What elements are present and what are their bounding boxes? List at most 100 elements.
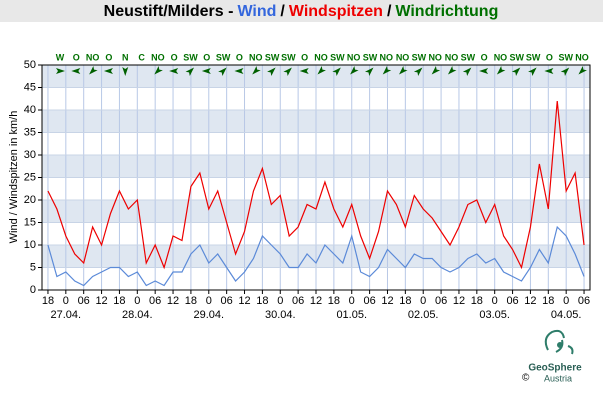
y-tick-label: 5: [30, 261, 36, 273]
direction-label: SW: [265, 52, 280, 62]
copyright: ©: [522, 373, 530, 384]
direction-arrow: [201, 68, 211, 74]
x-tick-label: 18: [113, 295, 125, 307]
direction-label: NO: [494, 52, 508, 62]
direction-arrow: [218, 67, 227, 76]
x-tick-label: 12: [238, 295, 250, 307]
y-tick-label: 45: [24, 81, 36, 93]
direction-arrow: [413, 67, 423, 76]
title-part: Windspitzen: [289, 3, 383, 20]
direction-label: NO: [151, 52, 165, 62]
direction-arrow: [528, 67, 537, 76]
direction-arrow: [560, 67, 570, 76]
direction-arrow: [544, 68, 554, 74]
logo: GeoSphere Austria ©: [522, 329, 582, 384]
x-tick-label: 0: [206, 295, 212, 307]
x-tick-label: 06: [221, 295, 233, 307]
date-label: 02.05.: [408, 309, 439, 321]
direction-arrow: [169, 68, 179, 74]
date-label: 27.04.: [51, 309, 82, 321]
logo-sub: Austria: [544, 373, 572, 383]
date-label: 03.05.: [479, 309, 510, 321]
direction-arrow: [350, 66, 359, 75]
direction-label: O: [203, 52, 210, 62]
title-part: Windrichtung: [395, 3, 498, 20]
x-tick-label: 0: [492, 295, 498, 307]
direction-label: O: [301, 52, 308, 62]
direction-label: NO: [428, 52, 442, 62]
x-tick-label: 0: [349, 295, 355, 307]
direction-label: SW: [510, 52, 525, 62]
date-label: 28.04.: [122, 309, 153, 321]
title-bar: [0, 0, 603, 22]
x-tick-label: 18: [471, 295, 483, 307]
x-tick-label: 06: [363, 295, 375, 307]
direction-arrow: [234, 68, 244, 74]
direction-arrow: [364, 67, 374, 76]
direction-label: O: [546, 52, 553, 62]
logo-icon: [544, 329, 574, 355]
x-tick-label: 0: [420, 295, 426, 307]
direction-label: N: [122, 52, 129, 62]
x-tick-label: 12: [95, 295, 107, 307]
x-tick-label: 18: [399, 295, 411, 307]
direction-label: NO: [249, 52, 263, 62]
direction-arrow: [252, 66, 261, 75]
direction-arrow: [479, 68, 489, 74]
direction-label: SW: [281, 52, 296, 62]
chart-title: Neustift/Milders - Wind / Windspitzen / Windr…: [104, 3, 499, 20]
direction-arrow: [317, 66, 326, 75]
direction-label: SW: [183, 52, 198, 62]
y-tick-label: 35: [24, 126, 36, 138]
direction-arrow: [511, 67, 521, 76]
direction-arrow: [399, 66, 408, 75]
y-tick-label: 15: [24, 216, 36, 228]
direction-label: SW: [461, 52, 476, 62]
direction-arrow: [299, 68, 309, 74]
y-axis-label: Wind / Windspitzen in km/h: [8, 111, 20, 244]
x-tick-label: 18: [328, 295, 340, 307]
x-tick-label: 12: [453, 295, 465, 307]
direction-arrow: [89, 66, 98, 75]
direction-arrow: [71, 68, 81, 74]
direction-label: NO: [380, 52, 394, 62]
y-tick-label: 30: [24, 149, 36, 161]
x-tick-label: 0: [563, 295, 569, 307]
x-tick-label: 0: [134, 295, 140, 307]
x-tick-label: 06: [435, 295, 447, 307]
x-tick-label: 06: [78, 295, 90, 307]
direction-label: NO: [347, 52, 361, 62]
direction-arrow: [332, 67, 341, 76]
direction-arrow: [103, 68, 113, 74]
y-tick-label: 10: [24, 239, 36, 251]
direction-label: O: [481, 52, 488, 62]
direction-arrow: [56, 68, 65, 74]
direction-label: C: [138, 52, 145, 62]
direction-arrow: [382, 66, 392, 75]
y-tick-label: 20: [24, 194, 36, 206]
x-tick-label: 12: [381, 295, 393, 307]
title-part: Neustift/Milders -: [104, 3, 234, 20]
x-tick-label: 12: [524, 295, 536, 307]
direction-label: SW: [363, 52, 378, 62]
direction-label: O: [105, 52, 112, 62]
title-part: Wind: [237, 3, 276, 20]
direction-arrow: [154, 66, 163, 75]
direction-label: O: [73, 52, 80, 62]
direction-arrow: [267, 67, 276, 76]
x-tick-label: 18: [542, 295, 554, 307]
x-tick-label: 06: [292, 295, 304, 307]
x-tick-label: 06: [149, 295, 161, 307]
y-tick-label: 0: [30, 284, 36, 296]
x-tick-label: 18: [42, 295, 54, 307]
x-tick-label: 12: [310, 295, 322, 307]
direction-arrow: [496, 66, 506, 75]
y-tick-label: 25: [24, 171, 36, 183]
direction-arrow: [283, 67, 292, 76]
series-line: [47, 100, 585, 270]
direction-label: NO: [445, 52, 459, 62]
direction-label: O: [236, 52, 243, 62]
y-tick-label: 40: [24, 104, 36, 116]
x-tick-label: 0: [277, 295, 283, 307]
direction-label: NO: [575, 52, 589, 62]
